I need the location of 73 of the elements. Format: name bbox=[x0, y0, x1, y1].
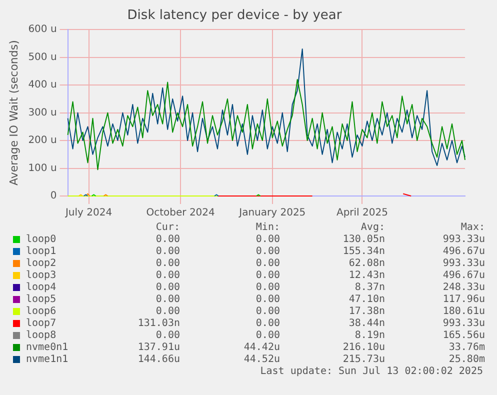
text: 44.52u bbox=[242, 354, 280, 366]
text: 0.00 bbox=[154, 258, 180, 270]
legend-label: loop0 bbox=[26, 234, 56, 246]
text: 0.00 bbox=[154, 270, 180, 282]
text: 44.42u bbox=[242, 342, 280, 354]
y-tick-label: 600 u bbox=[28, 24, 57, 36]
text: 33.76m bbox=[448, 342, 485, 354]
text: 0.00 bbox=[254, 330, 280, 342]
text: 131.03n bbox=[136, 318, 180, 330]
y-tick-label: 300 u bbox=[28, 107, 57, 118]
x-tick-label: October 2024 bbox=[146, 208, 215, 219]
text: 0.00 bbox=[154, 282, 180, 294]
text: 8.19n bbox=[354, 330, 385, 342]
legend-label: nvme0n1 bbox=[26, 342, 68, 354]
legend-label: loop2 bbox=[26, 258, 56, 270]
text: 17.38n bbox=[348, 306, 385, 318]
legend-label: loop3 bbox=[26, 270, 56, 282]
text: 0.00 bbox=[254, 258, 280, 270]
chart-title: Disk latency per device - by year bbox=[127, 8, 342, 24]
text: 62.08n bbox=[348, 258, 385, 270]
text: 12.43n bbox=[348, 270, 385, 282]
text: 0.00 bbox=[254, 318, 280, 330]
y-tick-label: 400 u bbox=[28, 80, 57, 91]
text: 144.66u bbox=[136, 354, 180, 366]
text: 216.10u bbox=[342, 342, 385, 354]
text: 496.67u bbox=[442, 270, 485, 282]
text: 248.33u bbox=[442, 282, 485, 294]
x-tick-label: April 2025 bbox=[336, 208, 388, 219]
text: 165.56u bbox=[442, 330, 485, 342]
text: 38.44n bbox=[348, 318, 385, 330]
legend-label: loop8 bbox=[26, 330, 56, 342]
y-tick-label: 0 bbox=[50, 190, 57, 202]
text: Last update: Sun Jul 13 02:00:02 2025 bbox=[259, 366, 484, 378]
x-tick-label: January 2025 bbox=[238, 208, 306, 219]
text: 0.00 bbox=[154, 246, 180, 258]
text: 0.00 bbox=[154, 234, 180, 246]
text: 0.00 bbox=[154, 330, 180, 342]
text: 993.33u bbox=[442, 258, 485, 270]
text: 0.00 bbox=[254, 246, 280, 258]
y-tick-label: 200 u bbox=[28, 135, 57, 146]
text: Cur: bbox=[154, 222, 180, 234]
text: 0.00 bbox=[254, 282, 280, 294]
text: 130.05n bbox=[342, 234, 385, 246]
text: Avg: bbox=[360, 222, 385, 234]
legend-label: nvme1n1 bbox=[26, 354, 68, 366]
text: 0.00 bbox=[254, 294, 280, 306]
text: 993.33u bbox=[442, 234, 485, 246]
text: Max: bbox=[460, 222, 485, 234]
text: Min: bbox=[254, 222, 280, 234]
text: 0.00 bbox=[154, 306, 180, 318]
text: 993.33u bbox=[442, 318, 485, 330]
y-axis-title: Average IO Wait (seconds) bbox=[7, 40, 20, 186]
text: 117.96u bbox=[442, 294, 485, 306]
text: 180.61u bbox=[442, 306, 485, 318]
legend-label: loop4 bbox=[26, 282, 56, 294]
text: 137.91u bbox=[136, 342, 180, 354]
legend-label: loop7 bbox=[26, 318, 56, 330]
text: 8.37n bbox=[354, 282, 385, 294]
text: 0.00 bbox=[254, 270, 280, 282]
x-tick-label: July 2024 bbox=[64, 208, 112, 219]
text: 0.00 bbox=[154, 294, 180, 306]
text: 47.10n bbox=[348, 294, 385, 306]
legend-label: loop1 bbox=[26, 246, 56, 258]
text: 496.67u bbox=[442, 246, 485, 258]
legend-label: loop6 bbox=[26, 306, 56, 318]
text: 25.80m bbox=[448, 354, 485, 366]
text: 0.00 bbox=[254, 306, 280, 318]
legend-label: loop5 bbox=[26, 294, 56, 306]
y-tick-label: 500 u bbox=[28, 52, 57, 63]
y-tick-label: 100 u bbox=[28, 162, 57, 174]
text: 0.00 bbox=[254, 234, 280, 246]
text: 215.73u bbox=[342, 354, 385, 366]
text: 155.34n bbox=[342, 246, 385, 258]
